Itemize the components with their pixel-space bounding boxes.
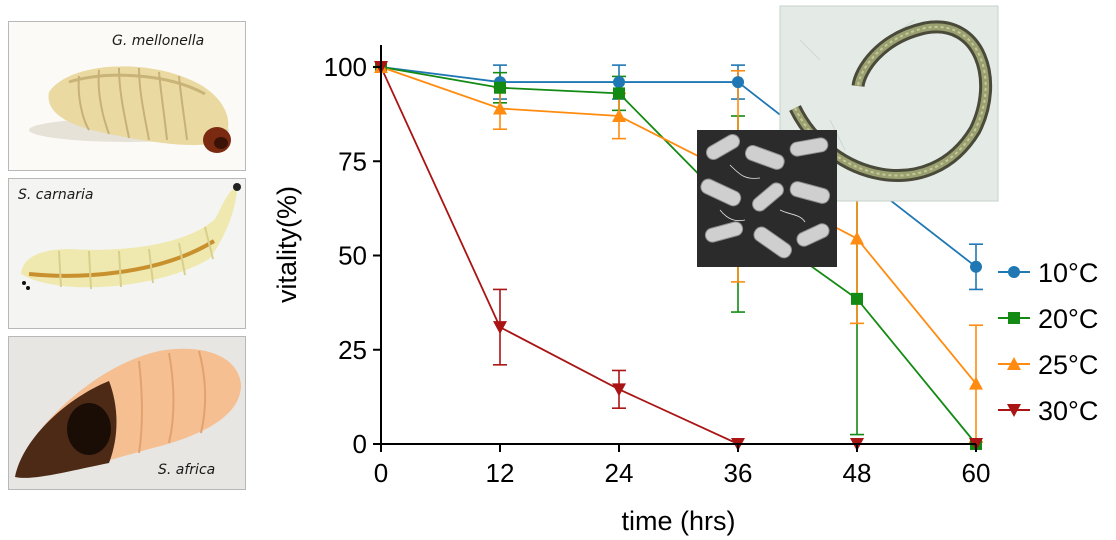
data-point [613,87,625,100]
larva-photo-carnaria [8,178,246,329]
caption-carnaria: S. carnaria [18,187,94,203]
data-point [493,101,507,115]
x-axis-label: time (hrs) [622,506,736,536]
data-point [1007,357,1021,370]
y-tick-label: 50 [338,241,367,271]
data-point [732,76,744,89]
data-point [1008,266,1020,278]
y-tick-label: 25 [338,335,367,365]
data-point [1008,312,1020,324]
x-tick-label: 0 [374,458,388,488]
data-point [851,292,863,305]
data-point [612,383,626,397]
bacteria-micrograph-inset [697,130,837,267]
larva-image-mellonella [9,22,245,170]
caption-africa: S. africa [158,462,216,478]
data-point [494,81,506,94]
larva-photo-africa [8,336,246,490]
data-point [612,109,626,123]
data-point [493,321,507,335]
x-tick-label: 24 [605,458,634,488]
x-tick-label: 48 [843,458,872,488]
caption-mellonella: G. mellonella [112,33,205,49]
y-tick-label: 75 [338,146,367,176]
data-point [970,260,982,273]
y-tick-label: 100 [324,52,367,82]
y-axis-label: vitality(%) [272,186,302,303]
legend-label: 30°C [1038,396,1098,426]
data-point [613,76,625,89]
legend-label: 10°C [1038,258,1098,288]
legend-label: 20°C [1038,304,1098,334]
larva-image-africa [9,337,245,489]
y-tick-label: 0 [353,429,367,459]
larva-image-carnaria [9,179,245,328]
data-point [850,231,864,245]
series-line-1 [380,66,977,445]
x-tick-label: 12 [486,458,515,488]
data-point [1007,404,1021,417]
larva-photo-mellonella [8,21,246,171]
series-line-2 [380,66,977,385]
x-tick-label: 36 [724,458,753,488]
x-tick-label: 60 [962,458,991,488]
legend-label: 25°C [1038,350,1098,380]
data-point [969,376,983,390]
